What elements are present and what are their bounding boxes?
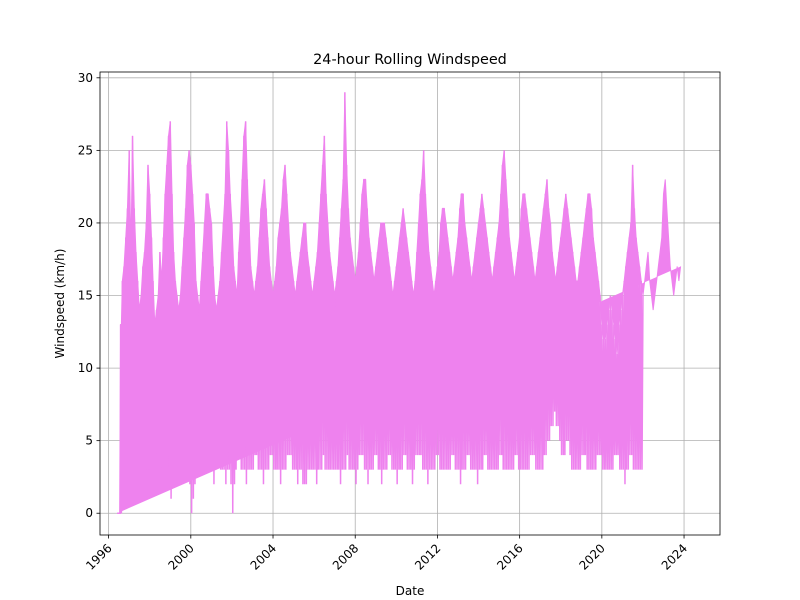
windspeed-line: [117, 92, 644, 514]
y-tick-label: 15: [78, 289, 93, 303]
x-tick-label: 2020: [576, 541, 607, 572]
x-axis-label: Date: [396, 584, 425, 598]
x-tick-label: 2024: [659, 541, 690, 572]
x-tick-label: 2012: [412, 541, 443, 572]
chart-title: 24-hour Rolling Windspeed: [313, 52, 507, 68]
y-tick-label: 30: [78, 71, 93, 85]
x-tick-label: 2000: [165, 541, 196, 572]
y-axis: 0 5 10 15 20 25 30: [78, 71, 100, 520]
x-tick-label: 2016: [494, 541, 525, 572]
y-tick-label: 20: [78, 216, 93, 230]
y-axis-label: Windspeed (km/h): [53, 249, 67, 359]
y-tick-label: 0: [85, 506, 93, 520]
x-tick-label: 2004: [248, 541, 279, 572]
series-group: [117, 92, 682, 514]
x-axis: 1996 2000 2004 2008 2012 2016 2020 2024: [83, 535, 690, 573]
x-tick-label: 1996: [83, 541, 114, 572]
y-tick-label: 10: [78, 361, 93, 375]
y-tick-label: 25: [78, 143, 93, 157]
plot-frame: [99, 71, 721, 536]
x-tick-label: 2008: [330, 541, 361, 572]
y-tick-label: 5: [85, 434, 93, 448]
